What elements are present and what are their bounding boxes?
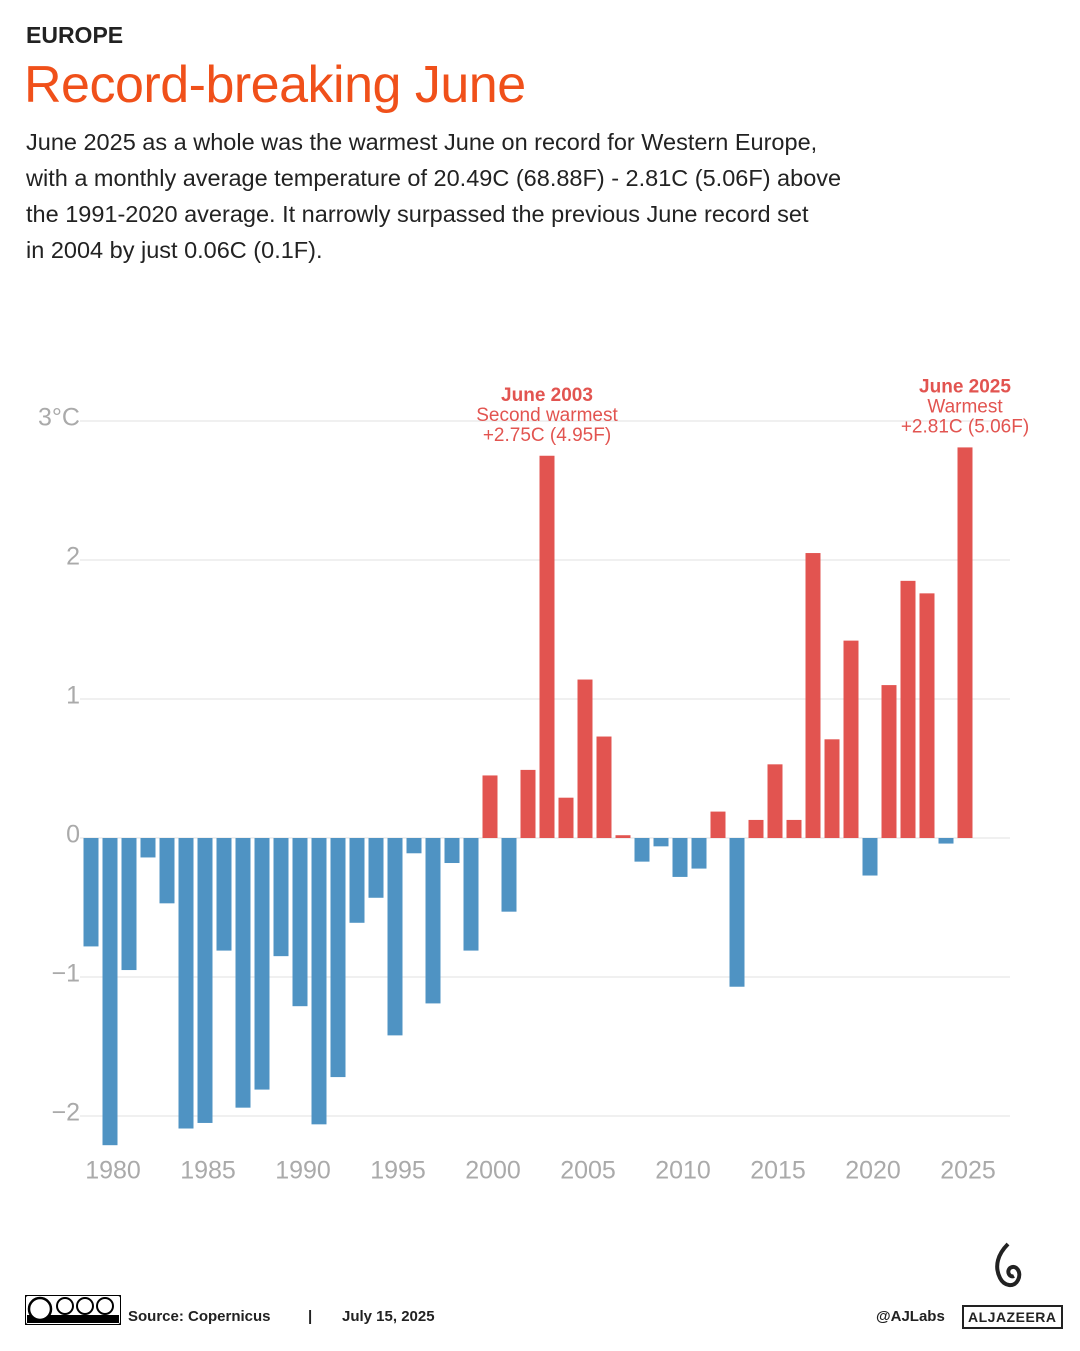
- subtitle-line: with a monthly average temperature of 20…: [26, 165, 842, 191]
- bar: [178, 838, 194, 1129]
- y-tick-label: 0: [66, 821, 80, 849]
- bar: [311, 838, 327, 1125]
- bar: [710, 811, 726, 838]
- bar: [634, 838, 650, 862]
- bar: [843, 640, 859, 838]
- x-tick-label: 1990: [275, 1157, 331, 1185]
- bar: [425, 838, 441, 1004]
- bar: [444, 838, 460, 864]
- bar: [824, 739, 840, 838]
- x-tick-label: 1985: [180, 1157, 236, 1185]
- bar: [558, 797, 574, 838]
- bar: [672, 838, 688, 877]
- bar: [786, 819, 802, 838]
- bar: [691, 838, 707, 869]
- bar: [406, 838, 422, 854]
- bar: [349, 838, 365, 923]
- source: Source: Copernicus: [128, 1308, 271, 1325]
- bar: [330, 838, 346, 1078]
- x-tick-label: 2010: [655, 1157, 711, 1185]
- x-tick-label: 2020: [845, 1157, 901, 1185]
- bar: [862, 838, 878, 876]
- y-tick-label: 2: [66, 543, 80, 571]
- bar: [596, 736, 612, 838]
- bar: [159, 838, 175, 904]
- subtitle-line: in 2004 by just 0.06C (0.1F).: [26, 237, 323, 263]
- bar: [957, 447, 973, 838]
- y-tick-label: 1: [66, 682, 80, 710]
- bar: [577, 679, 593, 838]
- bar: [387, 838, 403, 1036]
- annotation-value: +2.75C (4.95F): [483, 425, 611, 446]
- x-tick-label: 2015: [750, 1157, 806, 1185]
- aljazeera-emblem: [995, 1242, 1022, 1287]
- bar: [805, 553, 821, 838]
- bar: [881, 685, 897, 838]
- bar: [254, 838, 270, 1090]
- bar: [653, 838, 669, 847]
- annotation-title: June 2025: [919, 376, 1011, 397]
- brand: ALJAZEERA: [962, 1305, 1063, 1329]
- date: July 15, 2025: [342, 1308, 435, 1325]
- bar: [520, 769, 536, 838]
- y-tick-label: −1: [51, 960, 80, 988]
- bar: [463, 838, 479, 951]
- subtitle-line: the 1991-2020 average. It narrowly surpa…: [26, 201, 809, 227]
- separator: |: [308, 1308, 313, 1325]
- x-tick-label: 2025: [940, 1157, 996, 1185]
- bar: [368, 838, 384, 898]
- x-tick-label: 2005: [560, 1157, 616, 1185]
- bar: [748, 819, 764, 838]
- bar: [767, 764, 783, 838]
- bar: [121, 838, 137, 971]
- subtitle: June 2025 as a whole was the warmest Jun…: [26, 124, 841, 268]
- bar: [482, 775, 498, 838]
- bar: [501, 838, 517, 912]
- handle: @AJLabs: [876, 1308, 945, 1325]
- x-tick-label: 1980: [85, 1157, 141, 1185]
- kicker: EUROPE: [26, 22, 124, 48]
- annotation-value: +2.81C (5.06F): [901, 416, 1029, 437]
- bar: [102, 838, 118, 1146]
- annotation-text: Warmest: [927, 396, 1003, 417]
- cc-license-icon: [25, 1295, 121, 1325]
- bar: [83, 838, 99, 947]
- bar: [900, 580, 916, 838]
- y-tick-label: 3°C: [38, 404, 80, 432]
- bar: [197, 838, 213, 1123]
- bar: [938, 838, 954, 844]
- bar: [539, 455, 555, 838]
- subtitle-line: June 2025 as a whole was the warmest Jun…: [26, 129, 818, 155]
- annotation-text: Second warmest: [476, 405, 618, 426]
- bar: [216, 838, 232, 951]
- bar: [273, 838, 289, 957]
- bar: [292, 838, 308, 1007]
- bar: [140, 838, 156, 858]
- bar: [729, 838, 745, 987]
- x-tick-label: 1995: [370, 1157, 426, 1185]
- bar: [919, 593, 935, 838]
- y-tick-label: −2: [51, 1099, 80, 1127]
- x-tick-label: 2000: [465, 1157, 521, 1185]
- bar: [615, 835, 631, 838]
- annotation-title: June 2003: [501, 385, 593, 406]
- chart-title: Record-breaking June: [24, 56, 526, 114]
- bar: [235, 838, 251, 1108]
